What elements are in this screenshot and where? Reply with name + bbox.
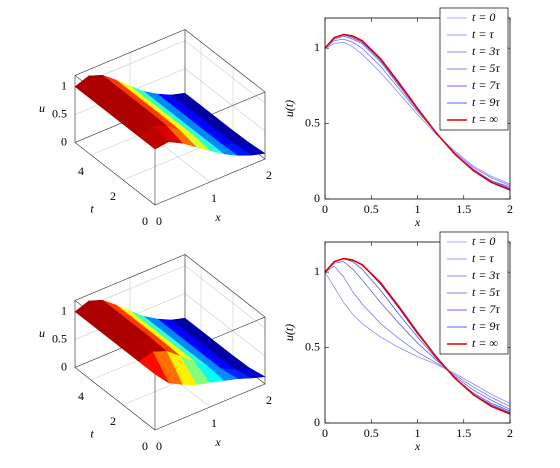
legend-label: t = ∞ xyxy=(472,112,498,126)
y-tick-label: 0 xyxy=(314,415,320,429)
y-tick-label: 1 xyxy=(314,40,320,54)
x-tick-label: 2 xyxy=(266,393,272,407)
series-line xyxy=(324,41,511,185)
y-tick-label: 2 xyxy=(110,414,116,428)
series-line xyxy=(324,261,511,410)
y-axis-label: u(t) xyxy=(282,324,296,341)
x-tick-label: 1 xyxy=(211,191,217,205)
series-line xyxy=(324,33,511,191)
series-line xyxy=(324,271,511,404)
x-tick-label: 2 xyxy=(507,426,513,440)
legend-label: t = ∞ xyxy=(472,336,498,350)
axes-frame xyxy=(324,17,511,200)
legend-label: t = 5τ xyxy=(472,61,500,75)
axes-frame xyxy=(324,241,511,424)
surface-cell xyxy=(138,351,170,384)
series-line xyxy=(324,265,511,407)
z-tick-label: 0.5 xyxy=(52,106,67,120)
y-tick-label: 0.5 xyxy=(305,339,320,353)
y-tick-label: 2 xyxy=(110,189,116,203)
x-tick-label: 0 xyxy=(322,426,328,440)
y-tick-label: 0 xyxy=(142,214,148,228)
x-tick-label: 0.5 xyxy=(364,202,379,216)
x-axis-label: x xyxy=(214,210,221,224)
z-axis-label: u xyxy=(39,326,45,340)
z-tick-label: 0.5 xyxy=(52,331,67,345)
x-tick-label: 1.5 xyxy=(456,202,471,216)
x-tick-label: 0 xyxy=(322,202,328,216)
surface-cell xyxy=(138,126,170,150)
legend-label: t = 7τ xyxy=(472,78,500,92)
x-axis-label: x xyxy=(414,215,421,229)
y-tick-label: 0.5 xyxy=(305,115,320,129)
legend-label: t = 7τ xyxy=(472,302,500,316)
legend-label: t = 3τ xyxy=(472,268,500,282)
legend-label: t = 3τ xyxy=(472,44,500,58)
x-tick-label: 1 xyxy=(415,202,421,216)
z-tick-label: 1 xyxy=(61,78,67,92)
x-tick-label: 2 xyxy=(266,168,272,182)
y-tick-label: 0 xyxy=(142,439,148,453)
y-tick-label: 4 xyxy=(78,389,84,403)
y-axis-label: t xyxy=(90,427,94,441)
z-tick-label: 0 xyxy=(61,134,67,148)
x-tick-label: 2 xyxy=(507,202,513,216)
x-tick-label: 0 xyxy=(156,439,162,453)
y-axis-label: t xyxy=(90,202,94,216)
z-tick-label: 1 xyxy=(61,303,67,317)
z-axis-label: u xyxy=(39,101,45,115)
y-tick-label: 4 xyxy=(78,164,84,178)
series-line xyxy=(324,35,511,188)
series-line xyxy=(324,257,511,415)
y-tick-label: 0 xyxy=(314,191,320,205)
legend-label: t = 9τ xyxy=(472,319,500,333)
y-axis-label: u(t) xyxy=(282,100,296,117)
x-tick-label: 0 xyxy=(156,214,162,228)
legend-label: t = τ xyxy=(472,27,494,41)
legend-label: t = 0 xyxy=(472,10,495,24)
x-tick-label: 1.5 xyxy=(456,426,471,440)
legend-label: t = 5τ xyxy=(472,285,500,299)
x-axis-label: x xyxy=(414,439,421,453)
x-tick-label: 1 xyxy=(211,416,217,430)
legend-label: t = 0 xyxy=(472,234,495,248)
x-axis-label: x xyxy=(214,435,221,449)
x-tick-label: 1 xyxy=(415,426,421,440)
legend-label: t = τ xyxy=(472,251,494,265)
z-tick-label: 0 xyxy=(61,359,67,373)
legend-label: t = 9τ xyxy=(472,95,500,109)
x-tick-label: 0.5 xyxy=(364,426,379,440)
y-tick-label: 1 xyxy=(314,264,320,278)
series-line xyxy=(324,38,511,186)
